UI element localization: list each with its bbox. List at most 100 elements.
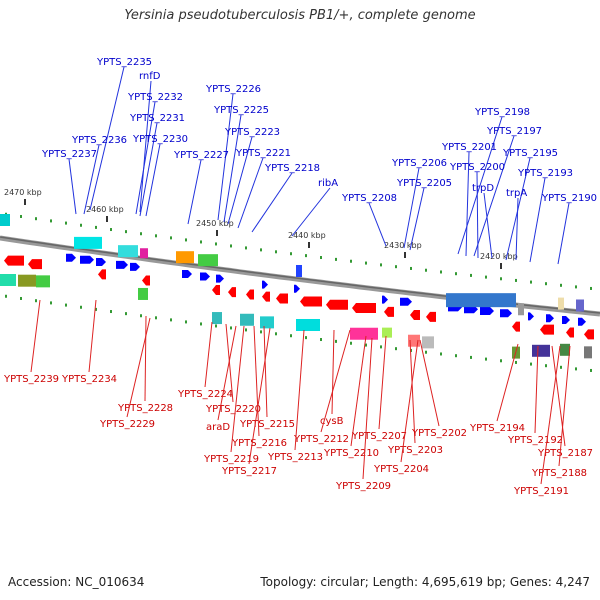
kbp-label: 2440 kbp [288,231,326,240]
reverse-leader-line [253,325,260,437]
forward-gene-label: YPTS_2232 [127,92,183,103]
forward-gene-label: YPTS_2205 [396,178,452,189]
reverse-leader-line [248,327,271,465]
track-tick [110,228,112,232]
reverse-leader-line [378,335,387,430]
kbp-tick [308,242,310,248]
forward-gene-label: YPTS_2198 [474,107,530,118]
forward-gene-arrow [500,309,512,318]
feature-block [296,318,320,331]
feature-block [138,287,148,300]
feature-block [422,336,434,349]
forward-leader-line [515,197,519,261]
forward-leader-line [368,202,387,247]
reverse-gene-label: cysB [320,416,344,427]
forward-leader-line [135,101,156,215]
track-tick [230,326,232,330]
reverse-leader-line [263,325,268,418]
forward-gene-arrow [480,307,494,316]
forward-gene-label: YPTS_2230 [132,134,188,145]
reverse-leader-line [350,335,367,447]
track-tick [290,334,292,338]
track-tick [560,283,562,287]
reverse-leader-line [126,317,151,418]
reverse-gene-arrow [142,275,150,286]
kbp-tick [24,199,26,205]
kbp-label: 2450 kbp [196,219,234,228]
forward-gene-label: YPTS_2226 [205,84,261,95]
track-tick [485,275,487,279]
track-tick [455,272,457,276]
forward-gene-arrow [546,314,554,323]
track-tick [515,360,517,364]
forward-leader-line [237,157,264,229]
track-tick [470,273,472,277]
track-tick [545,282,547,286]
forward-gene-arrow [400,297,412,306]
reverse-gene-label: YPTS_2204 [373,464,429,475]
kbp-label: 2430 kbp [384,241,422,250]
accession-label: Accession: NC_010634 [8,575,145,589]
forward-gene-label: ribA [318,178,338,189]
reverse-leader-line [217,325,237,421]
track-tick [365,343,367,347]
reverse-leader-line [320,329,351,433]
kbp-label: 2470 kbp [4,188,42,197]
forward-gene-label: trpD [472,183,494,194]
track-tick [35,217,37,221]
kbp-tick [106,216,108,222]
track-tick [50,219,52,223]
track-tick [440,352,442,356]
reverse-gene-arrow [384,306,394,317]
track-tick [155,234,157,238]
feature-block [350,327,378,340]
track-tick [80,305,82,309]
feature-block [446,293,516,308]
feature-block [240,313,254,326]
forward-gene-label: YPTS_2231 [129,113,185,124]
track-tick [410,266,412,270]
reverse-leader-line [294,329,305,451]
track-tick [350,341,352,345]
kbp-label: 2460 kbp [86,205,124,214]
genome-summary: Topology: circular; Length: 4,695,619 bp… [260,575,590,589]
track-tick [215,242,217,246]
track-tick [335,257,337,261]
track-tick [275,250,277,254]
track-tick [260,330,262,334]
forward-leader-line [139,122,158,217]
kbp-label: 2420 kbp [480,252,518,261]
reverse-gene-label: YPTS_2239 [3,374,59,385]
forward-gene-arrow [464,305,478,314]
forward-gene-label: YPTS_2236 [71,135,127,146]
track-tick [320,338,322,342]
track-tick [200,322,202,326]
track-tick [305,254,307,258]
track-tick [185,238,187,242]
reverse-gene-arrow [566,327,574,338]
reverse-gene-label: YPTS_2228 [117,403,173,414]
track-tick [305,336,307,340]
track-tick [125,230,127,234]
track-tick [455,354,457,358]
track-tick [575,285,577,289]
reverse-leader-line [331,329,335,415]
track-tick [245,328,247,332]
feature-block [382,327,392,338]
reverse-gene-label: YPTS_2234 [61,374,117,385]
reverse-gene-label: YPTS_2194 [469,423,525,434]
feature-block [576,299,584,312]
reverse-leader-line [230,325,245,453]
reverse-leader-line [551,345,566,447]
track-tick [260,248,262,252]
kbp-tick [404,252,406,258]
feature-block [118,245,138,258]
track-tick [155,316,157,320]
track-tick [395,265,397,269]
feature-block [518,303,524,316]
track-tick [380,345,382,349]
track-tick [380,263,382,267]
feature-block [584,346,592,359]
reverse-leader-line [225,323,234,403]
